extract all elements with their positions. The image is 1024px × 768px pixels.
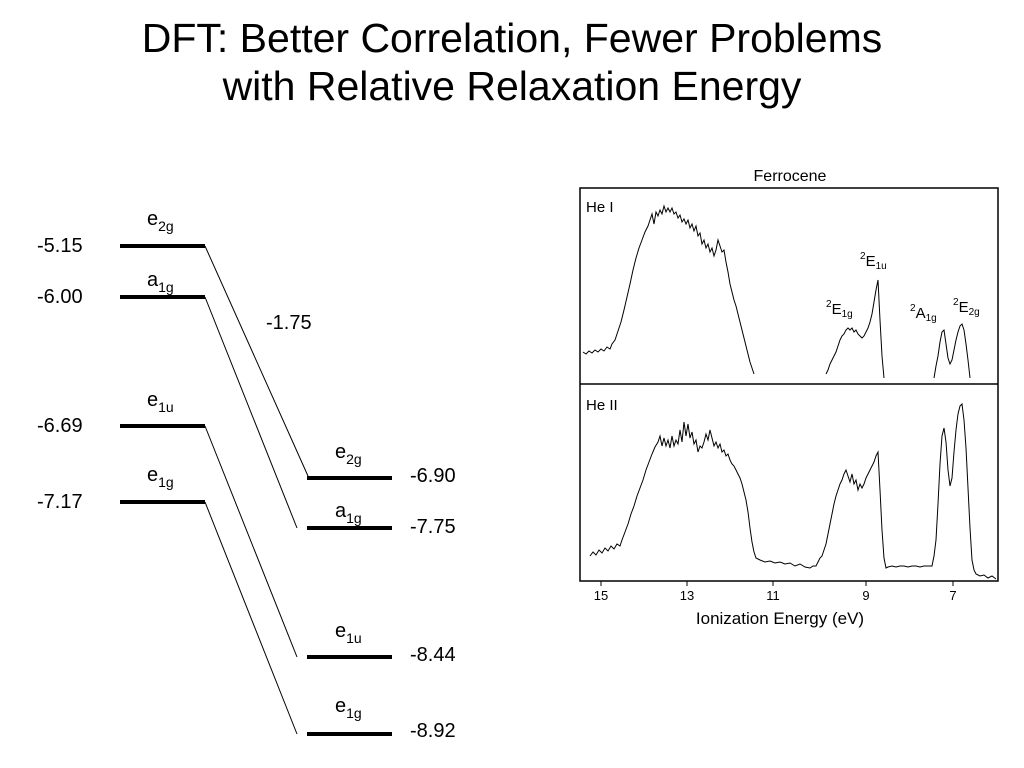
he-i-trace-e1g-e1u: [825, 279, 885, 379]
spectrum-title: Ferrocene: [754, 168, 827, 185]
right-value-e1u: -8.44: [410, 644, 456, 666]
left-value-e1g: -7.17: [37, 491, 83, 513]
ferrocene-spectrum: Ferrocene He I He II 15 13 11 9 7 Ioniza…: [579, 168, 999, 628]
right-value-e2g: -6.90: [410, 465, 456, 487]
right-value-a1g: -7.75: [410, 516, 456, 538]
left-label-e2g: e2g: [147, 208, 174, 234]
x-axis: 15 13 11 9 7 Ionization Energy (eV): [594, 581, 957, 628]
connector-e1g: [204, 501, 298, 735]
x-tick-label-9: 9: [862, 588, 869, 603]
top-panel-label: He I: [586, 199, 614, 216]
right-value-e1g: -8.92: [410, 720, 456, 742]
connector-e2g: [204, 245, 309, 477]
title-line-2: with Relative Relaxation Energy: [222, 63, 802, 109]
x-tick-label-15: 15: [594, 588, 608, 603]
left-value-a1g: -6.00: [37, 286, 83, 308]
left-label-a1g: a1g: [147, 269, 174, 295]
peak-label-a1g: 2A1g: [910, 303, 937, 324]
x-axis-label: Ionization Energy (eV): [696, 609, 864, 628]
left-label-e1g: e1g: [147, 464, 174, 490]
left-value-e1u: -6.69: [37, 415, 83, 437]
peak-label-e1u: 2E1u: [860, 251, 887, 272]
connector-e1u: [204, 425, 298, 658]
he-ii-trace: [589, 402, 997, 580]
right-label-e1g: e1g: [335, 695, 362, 721]
he-i-trace: [582, 204, 755, 375]
connector-a1g: [204, 296, 298, 529]
x-tick-label-13: 13: [680, 588, 694, 603]
he-i-trace-a1g-e2g: [933, 323, 971, 379]
peak-label-e1g: 2E1g: [826, 299, 853, 320]
peak-label-e2g: 2E2g: [953, 297, 980, 318]
x-tick-label-11: 11: [766, 588, 780, 603]
left-value-e2g: -5.15: [37, 235, 83, 257]
energy-level-diagram: -5.15 -6.00 -6.69 -7.17 e2g a1g e1u e1g …: [37, 208, 456, 742]
slide-title: DFT: Better Correlation, Fewer Problems …: [0, 14, 1024, 110]
left-label-e1u: e1u: [147, 389, 174, 415]
right-label-a1g: a1g: [335, 500, 362, 526]
bottom-panel-label: He II: [586, 397, 618, 414]
title-line-1: DFT: Better Correlation, Fewer Problems: [141, 15, 883, 61]
x-tick-label-7: 7: [949, 588, 956, 603]
right-label-e1u: e1u: [335, 620, 362, 646]
right-label-e2g: e2g: [335, 441, 362, 467]
shift-label: -1.75: [266, 312, 312, 334]
